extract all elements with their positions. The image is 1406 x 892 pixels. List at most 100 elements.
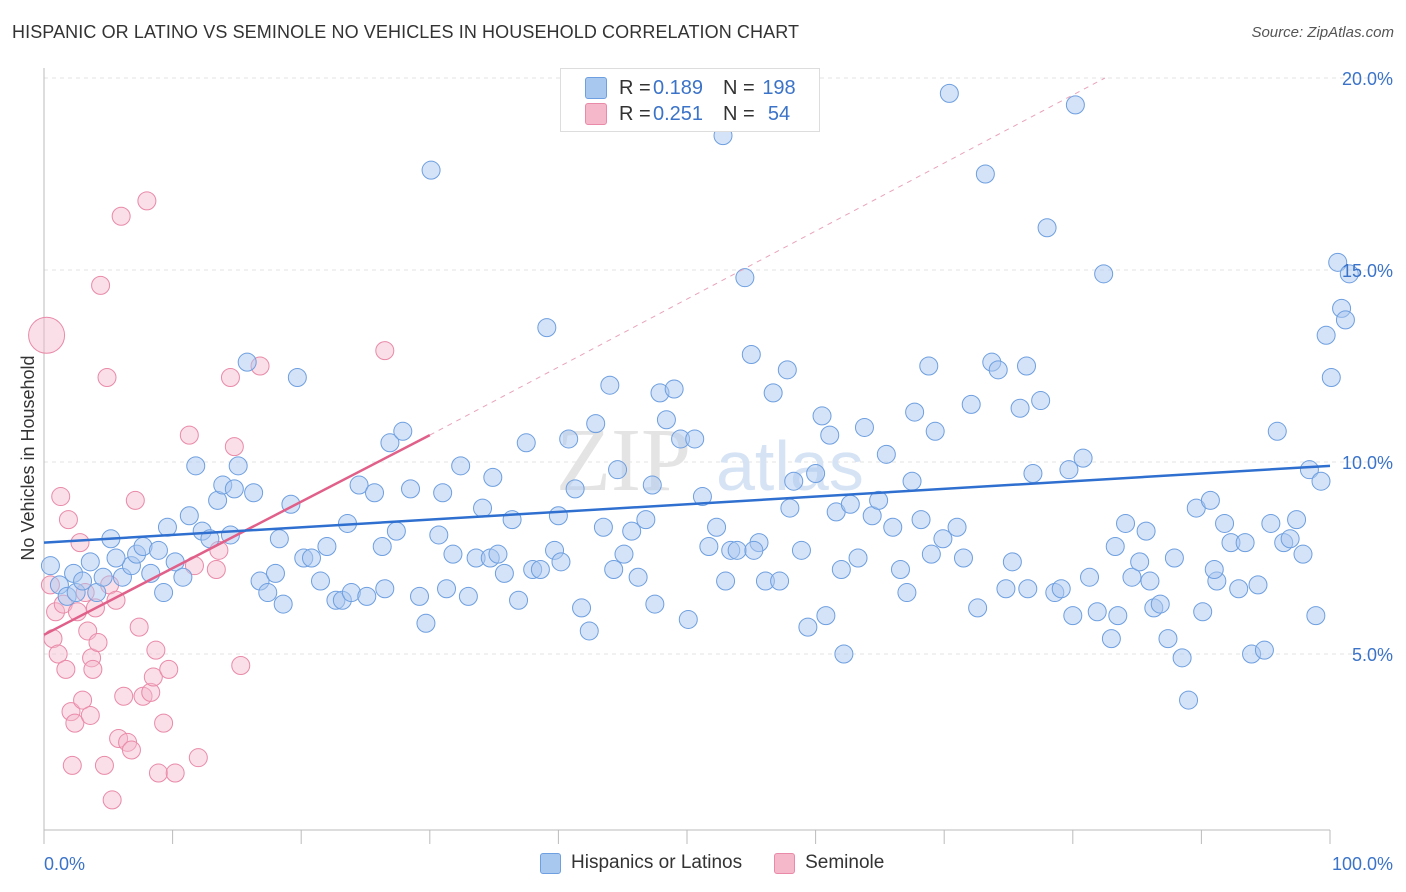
seminole-point	[83, 659, 103, 679]
hispanic-point	[1293, 544, 1313, 564]
hispanic-point	[848, 548, 868, 568]
hispanic-point	[93, 567, 113, 587]
hispanic-point	[509, 590, 529, 610]
hispanic-point	[770, 571, 790, 591]
hispanic-point	[780, 498, 800, 518]
n-value: 198	[762, 76, 796, 99]
hispanic-point	[433, 483, 453, 503]
hispanic-point	[258, 583, 278, 603]
hispanic-point	[1017, 356, 1037, 376]
hispanic-point	[443, 544, 463, 564]
hispanic-point	[1328, 252, 1348, 272]
hispanic-point	[1073, 448, 1093, 468]
hispanic-point	[548, 506, 568, 526]
hispanic-point	[883, 517, 903, 537]
hispanic-point	[593, 517, 613, 537]
y-tick-label: 5.0%	[1352, 645, 1393, 665]
hispanic-point	[876, 444, 896, 464]
hispanic-point	[763, 383, 783, 403]
hispanic-point	[269, 529, 289, 549]
seminole-point	[28, 316, 66, 354]
hispanic-point	[301, 548, 321, 568]
stats-row-seminole: R = 0.251 N = 54	[585, 101, 799, 127]
hispanic-point	[1101, 629, 1121, 649]
hispanic-point	[237, 352, 257, 372]
hispanic-point	[516, 433, 536, 453]
hispanic-point	[1267, 421, 1287, 441]
hispanic-point	[537, 318, 557, 338]
hispanic-point	[1023, 464, 1043, 484]
hispanic-point	[437, 579, 457, 599]
hispanic-point	[812, 406, 832, 426]
hispanic-point	[1164, 548, 1184, 568]
hispanic-point	[410, 586, 430, 606]
hispanic-point	[429, 525, 449, 545]
hispanic-point	[1306, 606, 1326, 626]
hispanic-point	[317, 536, 337, 556]
hispanic-point	[988, 360, 1008, 380]
hispanic-point	[744, 540, 764, 560]
hispanic-point	[488, 544, 508, 564]
stats-legend: R = 0.189 N = 198 R = 0.251 N = 54	[560, 68, 820, 132]
seminole-swatch	[774, 852, 796, 874]
hispanic-point	[73, 571, 93, 591]
seminole-point	[65, 713, 85, 733]
hispanic-point	[692, 487, 712, 507]
hispanic-point	[622, 521, 642, 541]
hispanic-point	[1051, 579, 1071, 599]
seminole-point	[143, 667, 163, 687]
hispanic-point	[1339, 264, 1359, 284]
seminole-point	[141, 682, 161, 702]
hispanic-point	[636, 510, 656, 530]
hispanic-point	[393, 421, 413, 441]
hispanic-point	[483, 467, 503, 487]
hispanic-point	[106, 548, 126, 568]
seminole-point	[70, 533, 90, 553]
hispanic-point	[645, 594, 665, 614]
hispanic-point	[939, 83, 959, 103]
hispanic-point	[820, 425, 840, 445]
hispanic-point	[1018, 579, 1038, 599]
hispanic-point	[897, 583, 917, 603]
chart-title: HISPANIC OR LATINO VS SEMINOLE NO VEHICL…	[12, 22, 800, 42]
hispanic-point	[727, 540, 747, 560]
hispanic-point	[834, 644, 854, 664]
hispanic-point	[933, 529, 953, 549]
hispanic-point	[244, 483, 264, 503]
hispanic-point	[310, 571, 330, 591]
hispanic-point	[816, 606, 836, 626]
hispanic-point	[494, 563, 514, 583]
hispanic-point	[1229, 579, 1249, 599]
hispanic-point	[401, 479, 421, 499]
legend-item-seminole[interactable]: Seminole	[774, 852, 884, 874]
hispanic-point	[1335, 310, 1355, 330]
seminole-trend-line	[43, 434, 431, 636]
hispanic-point	[1116, 513, 1136, 533]
hispanic-point	[154, 583, 174, 603]
series-legend: Hispanics or Latinos Seminole	[540, 852, 916, 874]
hispanic-point	[854, 417, 874, 437]
seminole-point	[97, 368, 117, 388]
seminole-point	[56, 659, 76, 679]
seminole-point	[188, 748, 208, 768]
hispanic-point	[1179, 690, 1199, 710]
seminole-point	[48, 644, 68, 664]
seminole-trend-extension	[429, 77, 1106, 436]
seminole-point	[73, 690, 93, 710]
seminole-point	[220, 368, 240, 388]
seminole-point	[58, 510, 78, 530]
seminole-point	[102, 790, 122, 810]
legend-item-hispanic[interactable]: Hispanics or Latinos	[540, 852, 742, 874]
hispanic-point	[735, 268, 755, 288]
source-label: Source: ZipAtlas.com	[1251, 24, 1394, 41]
hispanic-point	[1158, 629, 1178, 649]
r-value: 0.251	[653, 102, 704, 125]
hispanic-point	[975, 164, 995, 184]
hispanic-point	[600, 375, 620, 395]
hispanic-point	[349, 475, 369, 495]
hispanic-point	[224, 479, 244, 499]
seminole-point	[146, 640, 166, 660]
hispanic-point	[628, 567, 648, 587]
n-label: N =	[723, 102, 755, 125]
hispanic-point	[925, 421, 945, 441]
